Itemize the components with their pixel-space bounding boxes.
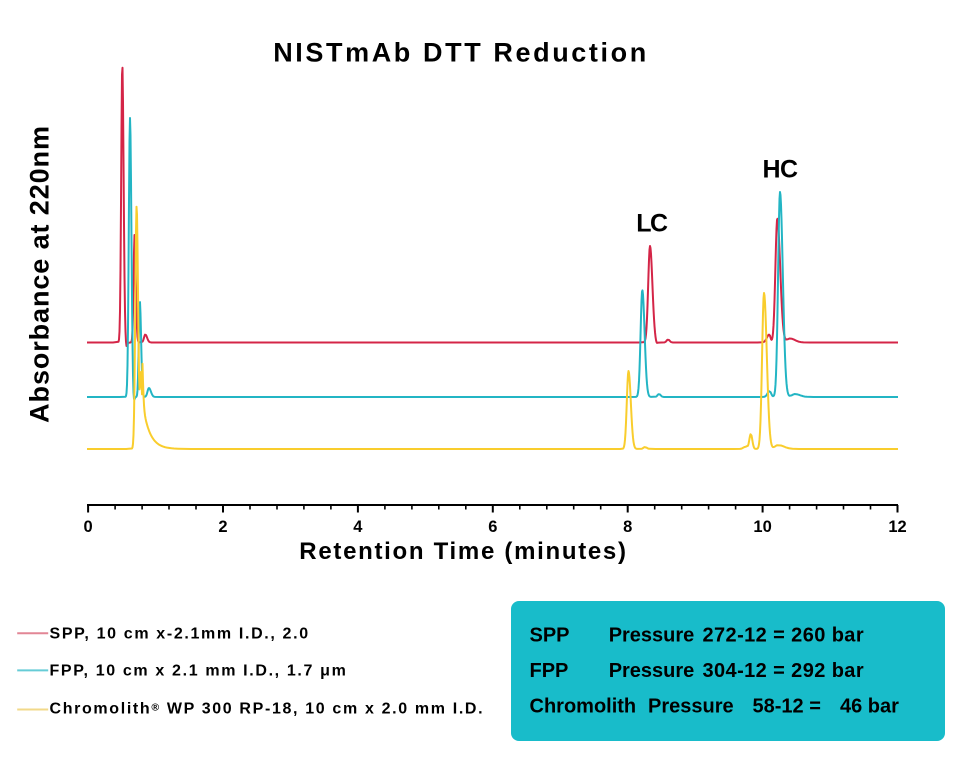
svg-text:8: 8 <box>623 518 632 536</box>
svg-text:FPP: FPP <box>530 660 569 682</box>
svg-text:SPP, 10 cm x-2.1mm I.D., 2.0: SPP, 10 cm x-2.1mm I.D., 2.0 <box>50 625 310 642</box>
svg-text:SPP: SPP <box>530 624 570 646</box>
svg-text:Chromolith: Chromolith <box>530 696 637 718</box>
svg-text:272-12 = 260 bar: 272-12 = 260 bar <box>703 624 865 646</box>
svg-text:46 bar: 46 bar <box>840 696 899 718</box>
svg-text:4: 4 <box>353 518 363 536</box>
svg-text:Pressure: Pressure <box>648 696 734 718</box>
svg-text:Pressure: Pressure <box>609 624 695 646</box>
svg-text:Pressure: Pressure <box>609 660 695 682</box>
svg-text:6: 6 <box>488 518 497 536</box>
svg-text:0: 0 <box>84 518 93 536</box>
svg-text:10: 10 <box>753 518 771 536</box>
svg-text:FPP, 10 cm x 2.1 mm I.D., 1.7: FPP, 10 cm x 2.1 mm I.D., 1.7 μm <box>50 663 348 680</box>
svg-text:304-12 = 292 bar: 304-12 = 292 bar <box>703 660 865 682</box>
svg-text:Chromolith® WP 300 RP-18, 10 c: Chromolith® WP 300 RP-18, 10 cm x 2.0 mm… <box>50 701 485 718</box>
svg-text:HC: HC <box>762 156 798 184</box>
svg-text:58-12 =: 58-12 = <box>753 696 821 718</box>
svg-text:LC: LC <box>636 210 668 238</box>
svg-text:2: 2 <box>218 518 227 536</box>
svg-text:NISTmAb DTT Reduction: NISTmAb DTT Reduction <box>273 38 649 68</box>
svg-text:Retention Time (minutes): Retention Time (minutes) <box>299 538 627 565</box>
svg-text:Absorbance at 220nm: Absorbance at 220nm <box>25 125 55 423</box>
svg-text:12: 12 <box>888 518 906 536</box>
